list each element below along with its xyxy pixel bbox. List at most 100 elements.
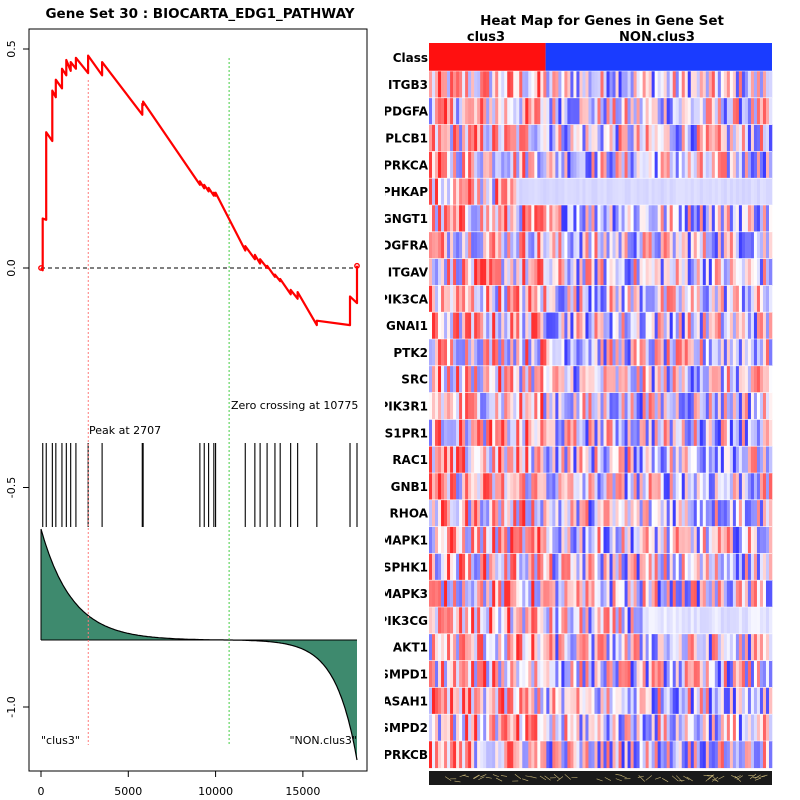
- heatmap-cell: [654, 205, 658, 233]
- heatmap-cell: [591, 151, 595, 179]
- heatmap-cell: [657, 499, 661, 527]
- heatmap-cell: [462, 526, 466, 554]
- heatmap-cell: [591, 392, 595, 420]
- heatmap-cell: [678, 339, 683, 367]
- gene-label: MAPK3: [385, 587, 428, 601]
- heatmap-cell: [537, 687, 541, 715]
- heatmap-cell: [501, 473, 505, 501]
- heatmap-cell: [666, 633, 670, 661]
- heatmap-cell: [534, 339, 538, 367]
- heatmap-cell: [567, 499, 571, 527]
- heatmap-row: [429, 633, 773, 661]
- sample-name-mark: [711, 776, 719, 782]
- heatmap-cell: [672, 553, 677, 581]
- heatmap-cell: [762, 714, 767, 742]
- heatmap-cell: [657, 714, 661, 742]
- heatmap-cell: [453, 97, 457, 125]
- heatmap-cell: [669, 231, 674, 259]
- heatmap-cell: [720, 660, 725, 688]
- heatmap-cell: [504, 687, 508, 715]
- heatmap-cell: [585, 71, 589, 99]
- heatmap-cell: [519, 151, 523, 179]
- heatmap-cell: [435, 312, 439, 340]
- heatmap-cell: [555, 71, 559, 99]
- heatmap-cell: [645, 499, 649, 527]
- heatmap-cell: [732, 339, 737, 367]
- heatmap-row: [429, 687, 773, 715]
- heatmap-cell: [453, 285, 457, 313]
- heatmap-cell: [639, 687, 643, 715]
- gene-label: SMPD2: [385, 721, 428, 735]
- heatmap-cell: [666, 741, 670, 769]
- heatmap-cell: [444, 71, 448, 99]
- heatmap-cell: [462, 660, 466, 688]
- heatmap-cell: [651, 258, 655, 286]
- heatmap-cell: [600, 71, 604, 99]
- heatmap-cell: [717, 178, 722, 206]
- heatmap-cell: [675, 607, 680, 635]
- heatmap-cell: [534, 258, 538, 286]
- heatmap-cell: [627, 312, 631, 340]
- heatmap-cell: [546, 71, 550, 99]
- heatmap-row: [429, 311, 773, 340]
- heatmap-cell: [666, 285, 670, 313]
- heatmap-cell: [447, 312, 451, 340]
- heatmap-cell: [501, 258, 505, 286]
- heatmap-cell: [450, 660, 454, 688]
- heatmap-cell: [663, 660, 667, 688]
- heatmap-cell: [633, 553, 637, 581]
- heatmap-cell: [726, 580, 731, 608]
- heatmap-cell: [630, 178, 634, 206]
- heatmap-cell: [768, 580, 773, 608]
- heatmap-cell: [633, 526, 637, 554]
- heatmap-cell: [756, 392, 761, 420]
- heatmap-cell: [588, 285, 592, 313]
- heatmap-cell: [654, 741, 658, 769]
- heatmap-cell: [438, 714, 442, 742]
- heatmap-cell: [468, 660, 472, 688]
- heatmap-cell: [558, 607, 562, 635]
- class-bar-clus3: [429, 43, 546, 71]
- heatmap-cell: [633, 339, 637, 367]
- heatmap-cell: [543, 499, 547, 527]
- sample-name-mark: [530, 776, 537, 779]
- heatmap-cell: [675, 97, 680, 125]
- heatmap-cell: [651, 607, 655, 635]
- heatmap-cell: [708, 231, 713, 259]
- heatmap-cell: [492, 151, 496, 179]
- heatmap-cell: [483, 446, 487, 474]
- heatmap-cell: [495, 97, 499, 125]
- heatmap-cell: [462, 339, 466, 367]
- heatmap-cell: [480, 446, 484, 474]
- heatmap-cell: [525, 714, 529, 742]
- heatmap-cell: [660, 714, 664, 742]
- heatmap-cell: [597, 231, 601, 259]
- heatmap-cell: [642, 607, 646, 635]
- heatmap-cell: [639, 258, 643, 286]
- heatmap-cell: [711, 526, 716, 554]
- heatmap-cell: [456, 178, 460, 206]
- heatmap-cell: [459, 446, 463, 474]
- heatmap-cell: [747, 339, 752, 367]
- heatmap-cell: [474, 97, 478, 125]
- heatmap-cell: [678, 446, 683, 474]
- heatmap-cell: [615, 553, 619, 581]
- heatmap-cell: [585, 258, 589, 286]
- heatmap-cell: [666, 205, 670, 233]
- heatmap-cell: [507, 339, 511, 367]
- heatmap-cell: [564, 151, 568, 179]
- heatmap-cell: [474, 339, 478, 367]
- heatmap-cell: [726, 553, 731, 581]
- heatmap-cell: [465, 473, 469, 501]
- heatmap-cell: [642, 499, 646, 527]
- heatmap-cell: [750, 71, 755, 99]
- heatmap-cell: [567, 526, 571, 554]
- heatmap-cell: [669, 71, 674, 99]
- heatmap-cell: [723, 231, 728, 259]
- heatmap-cell: [483, 660, 487, 688]
- heatmap-cell: [717, 365, 722, 393]
- heatmap-cell: [534, 205, 538, 233]
- heatmap-cell: [702, 365, 707, 393]
- heatmap-cell: [522, 553, 526, 581]
- heatmap-cell: [435, 499, 439, 527]
